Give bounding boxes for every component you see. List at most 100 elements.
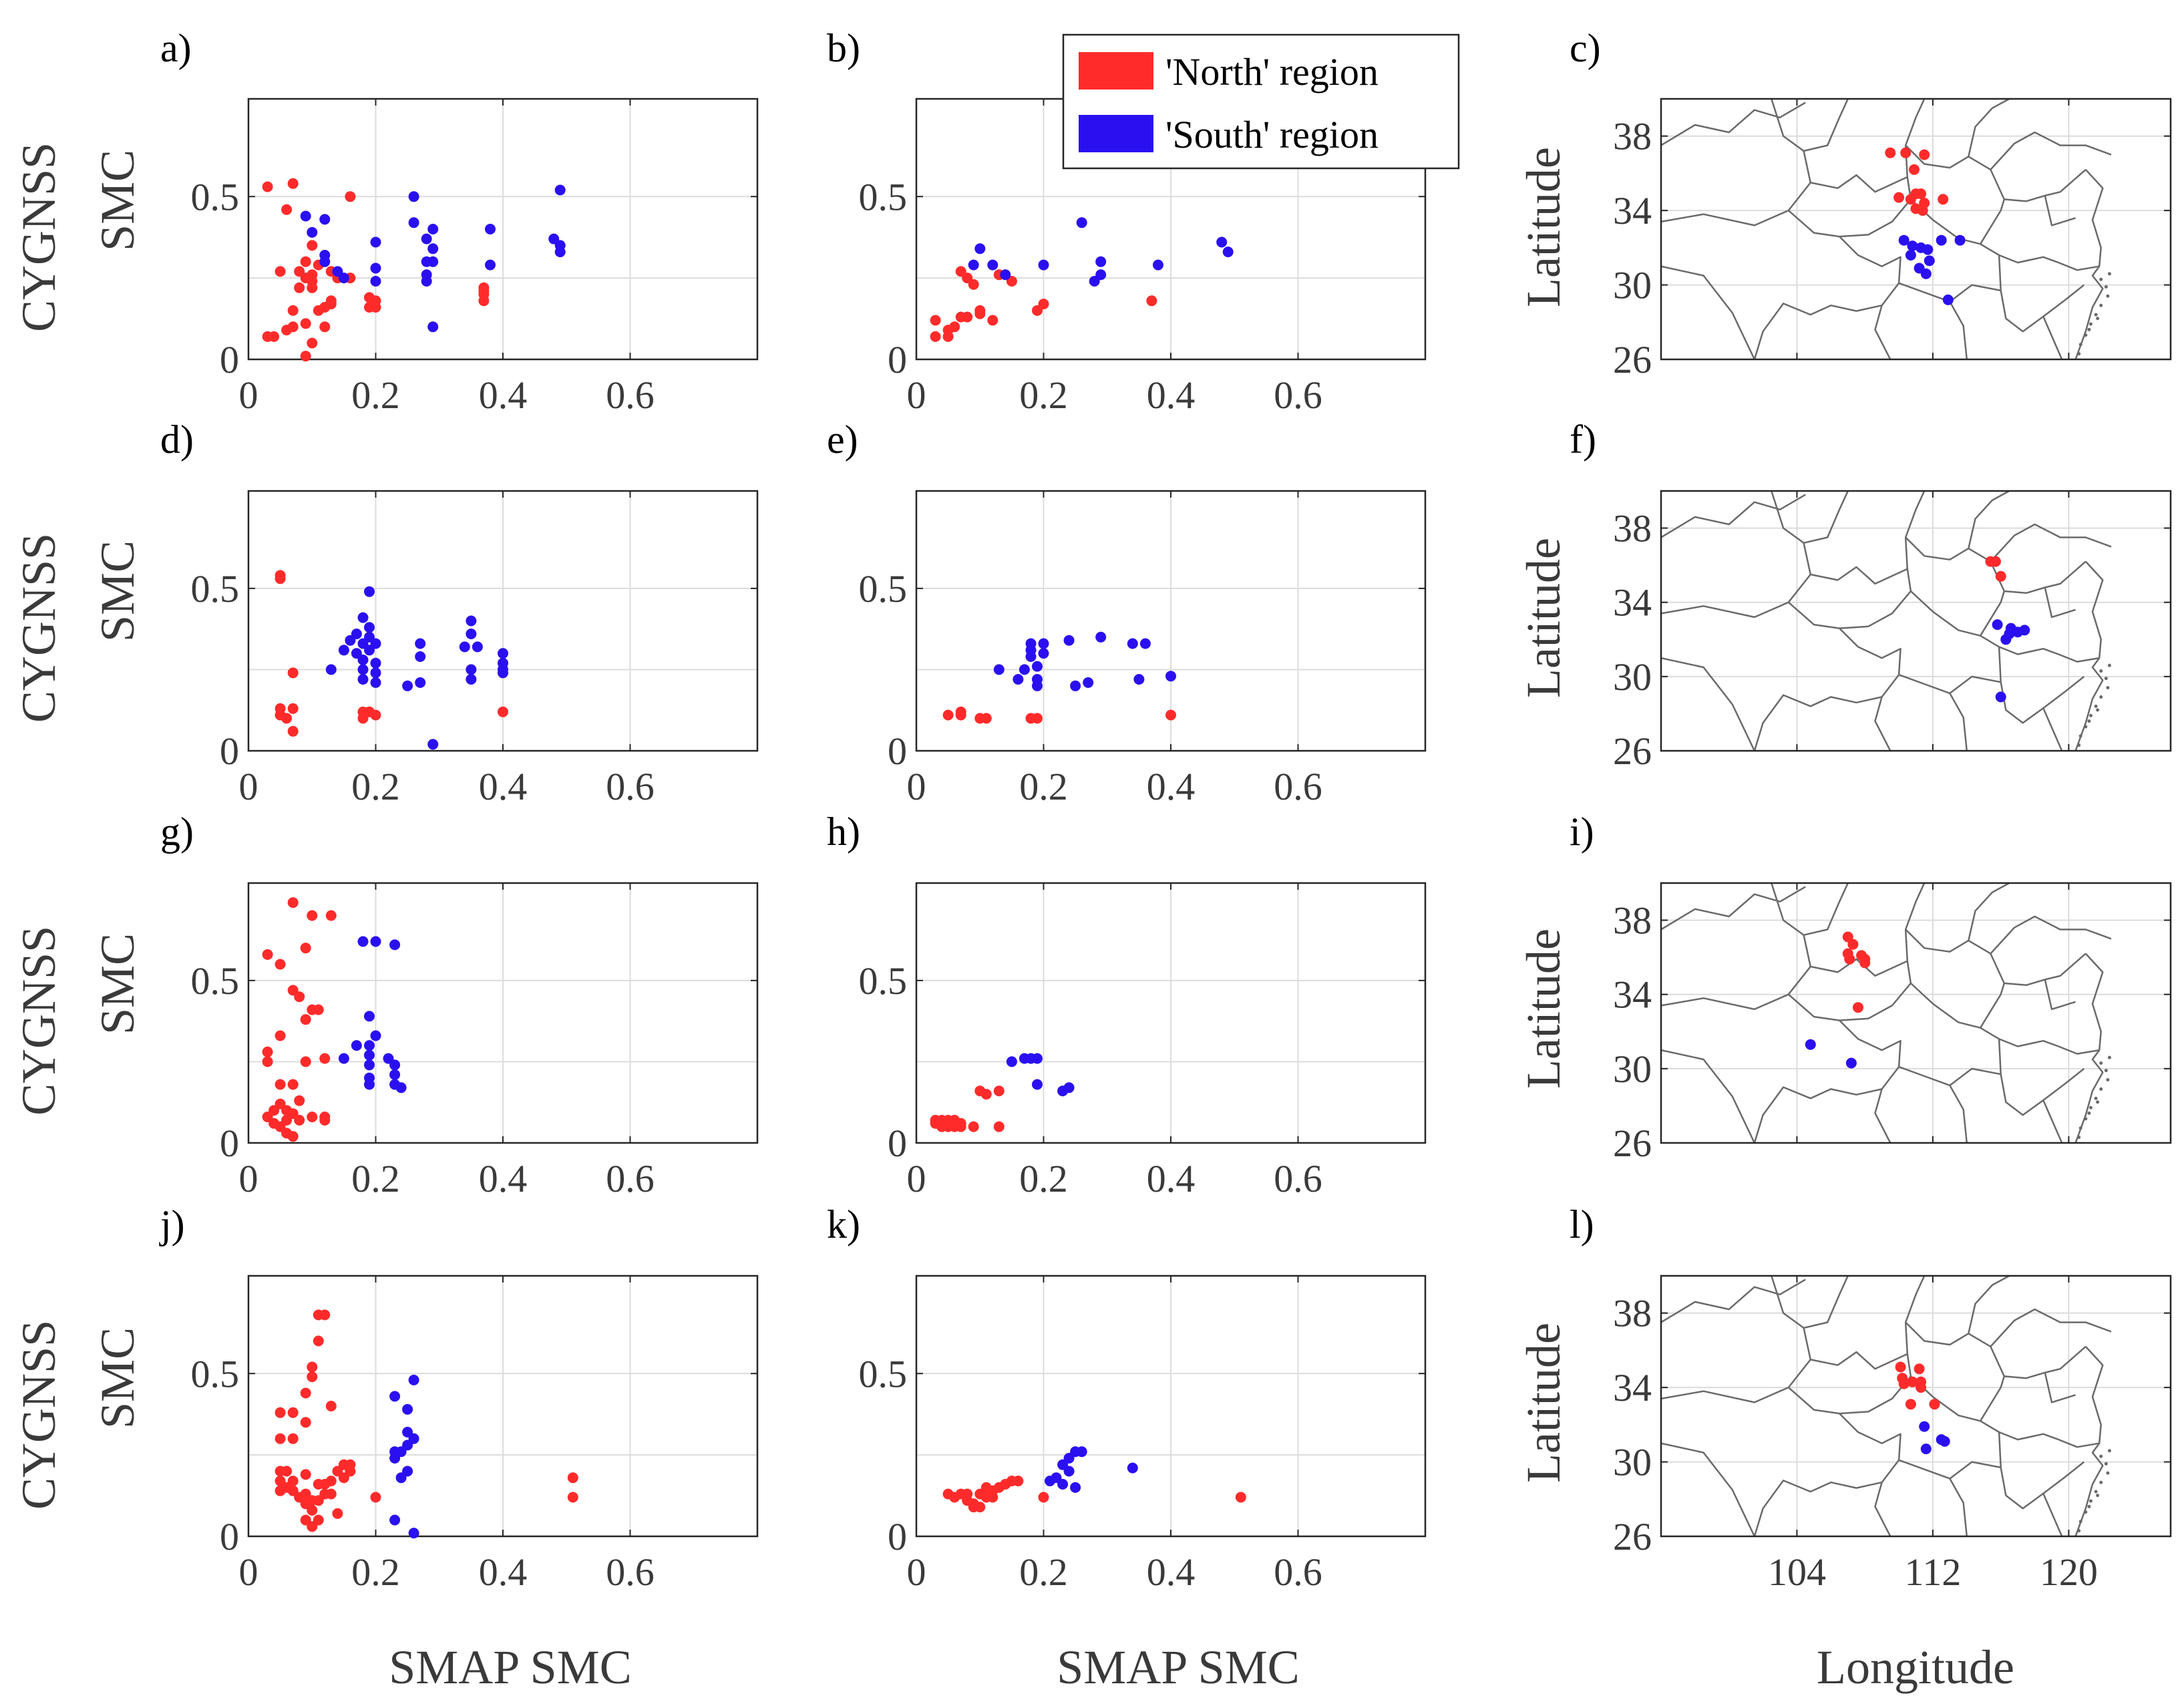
y-tick-label: 0.5 xyxy=(191,1352,240,1395)
province-border xyxy=(1905,144,2006,244)
point-north xyxy=(1895,1361,1906,1373)
point-south xyxy=(427,321,439,333)
point-north xyxy=(1929,1399,1940,1410)
point-south xyxy=(1222,246,1234,258)
y-tick-label: 0.5 xyxy=(859,567,908,611)
province-border xyxy=(1968,491,2010,549)
province-border xyxy=(1910,1375,2002,1468)
point-south xyxy=(421,276,432,287)
province-border xyxy=(1898,1065,2001,1087)
point-south xyxy=(1038,648,1049,659)
province-border xyxy=(2042,675,2085,709)
coast-island xyxy=(2078,1520,2082,1524)
point-north xyxy=(325,1476,337,1487)
point-north xyxy=(307,337,318,349)
map-ylabel: Latitude xyxy=(1517,1323,1570,1483)
province-border xyxy=(1910,590,2002,683)
point-south xyxy=(1127,638,1138,649)
ticks-c: 26 30 34 38 xyxy=(1613,99,2171,381)
point-north xyxy=(345,1466,356,1477)
point-north xyxy=(319,1053,331,1064)
province-border xyxy=(1949,693,1968,751)
point-south xyxy=(408,1528,419,1539)
series-north-l xyxy=(1895,1361,1940,1410)
x-tick-label: 112 xyxy=(1905,1550,1962,1594)
x-tick-label: 0.2 xyxy=(1019,765,1068,808)
panel-label-k: k) xyxy=(827,1202,860,1246)
series-south-h xyxy=(1006,1053,1075,1097)
point-north xyxy=(300,318,311,329)
point-south xyxy=(300,210,311,222)
coast-island xyxy=(2099,1480,2103,1484)
coast-island xyxy=(2107,663,2111,667)
point-south xyxy=(466,664,477,675)
point-north xyxy=(1898,1378,1909,1389)
point-north xyxy=(287,1407,299,1418)
province-border xyxy=(1839,1019,1901,1143)
province-border xyxy=(1661,1359,1811,1403)
point-north xyxy=(307,1112,318,1123)
point-north xyxy=(980,1089,992,1100)
y-tick-label: 0.5 xyxy=(191,959,240,1003)
point-south xyxy=(1907,240,1918,252)
province-border xyxy=(1949,1085,1968,1143)
coast-island xyxy=(2099,1454,2103,1458)
point-north xyxy=(300,1514,311,1526)
point-north xyxy=(1146,295,1157,307)
point-north xyxy=(300,1417,311,1428)
point-south xyxy=(325,664,337,675)
coast-island xyxy=(2107,1449,2111,1453)
x-tick-label: 0.6 xyxy=(1274,373,1322,417)
x-tick-label: 0 xyxy=(907,765,926,808)
province-border xyxy=(1990,523,2112,562)
coast-island xyxy=(2104,1069,2108,1073)
point-north xyxy=(332,1508,343,1519)
point-north xyxy=(275,1079,286,1090)
x-tick-label: 0 xyxy=(907,1157,926,1200)
point-south xyxy=(1032,1079,1043,1090)
province-border xyxy=(1803,1276,1926,1370)
point-north xyxy=(930,331,941,342)
panel-label-d: d) xyxy=(160,417,194,462)
coast-island xyxy=(2094,704,2098,708)
point-north xyxy=(1914,1363,1925,1375)
coast-island xyxy=(2099,695,2103,699)
series-south-c xyxy=(1898,234,1966,305)
province-border xyxy=(1753,1086,1882,1143)
point-north xyxy=(1038,299,1049,310)
province-border xyxy=(1661,494,1806,538)
ticks-d: 0 0.2 0.4 0.6 0 0.5 xyxy=(191,491,757,808)
map-borders-f xyxy=(1661,491,2112,751)
province-border xyxy=(1753,694,1882,751)
point-south xyxy=(1076,217,1087,228)
panel-i: i) 26 30 34 38 xyxy=(1570,810,2172,1165)
x-tick-label: 0.6 xyxy=(606,765,655,808)
x-tick-label: 104 xyxy=(1768,1550,1826,1594)
point-north xyxy=(1909,164,1920,175)
y-tick-label: 34 xyxy=(1613,189,1652,232)
axes-frame-l xyxy=(1660,1274,2172,1538)
panel-l: l) 104 112 120 26 30 34 38 xyxy=(1570,1202,2172,1594)
point-south xyxy=(370,667,381,679)
series-south-k xyxy=(1045,1446,1138,1493)
coast-island xyxy=(2084,333,2088,337)
point-north xyxy=(307,1371,318,1383)
point-south xyxy=(1920,268,1932,279)
point-north xyxy=(325,1488,337,1500)
point-north xyxy=(300,256,311,267)
scatter-ylabel-line1: CYGNSS xyxy=(12,1320,65,1510)
point-south xyxy=(408,1433,419,1444)
point-north xyxy=(987,1492,998,1503)
x-tick-label: 0.4 xyxy=(1147,1550,1196,1594)
ticks-a: 0 0.2 0.4 0.6 0 0.5 xyxy=(191,99,757,417)
point-south xyxy=(1127,1462,1138,1474)
point-north xyxy=(1859,957,1871,969)
y-tick-label: 0 xyxy=(220,729,239,773)
point-south xyxy=(370,1030,381,1041)
coast-island xyxy=(2096,1494,2100,1498)
panel-f: f) 26 30 34 38 xyxy=(1570,417,2172,773)
y-tick-label: 38 xyxy=(1613,899,1652,943)
point-south xyxy=(357,654,369,665)
scatter-ylabel-line2: SMC xyxy=(91,150,144,251)
ticks-f: 26 30 34 38 xyxy=(1613,491,2171,773)
